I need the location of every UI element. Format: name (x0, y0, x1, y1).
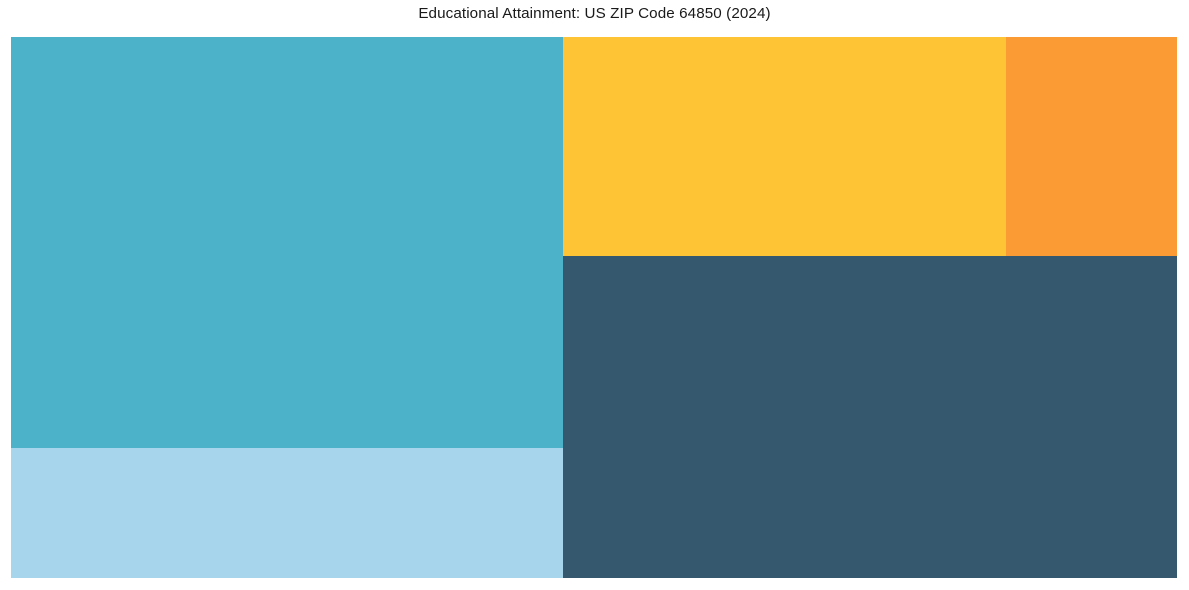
treemap-tile-less-than-high-school-diploma[interactable]: Less than high school diploma (11, 448, 563, 578)
treemap-tile-bachelors-degree[interactable]: Bachelor's degree (563, 256, 1177, 578)
treemap-tile-graduate-or-professional-degree[interactable]: Graduate or professional degree (1006, 37, 1177, 256)
chart-title: Educational Attainment: US ZIP Code 6485… (418, 5, 771, 22)
treemap-tile-some-college-no-degree[interactable]: Some college, no degree (563, 37, 1006, 256)
treemap-tile-high-school-graduate[interactable]: High school graduate (includes equivalen… (11, 37, 563, 448)
treemap-plot-area: High school graduate (includes equivalen… (11, 37, 1177, 578)
